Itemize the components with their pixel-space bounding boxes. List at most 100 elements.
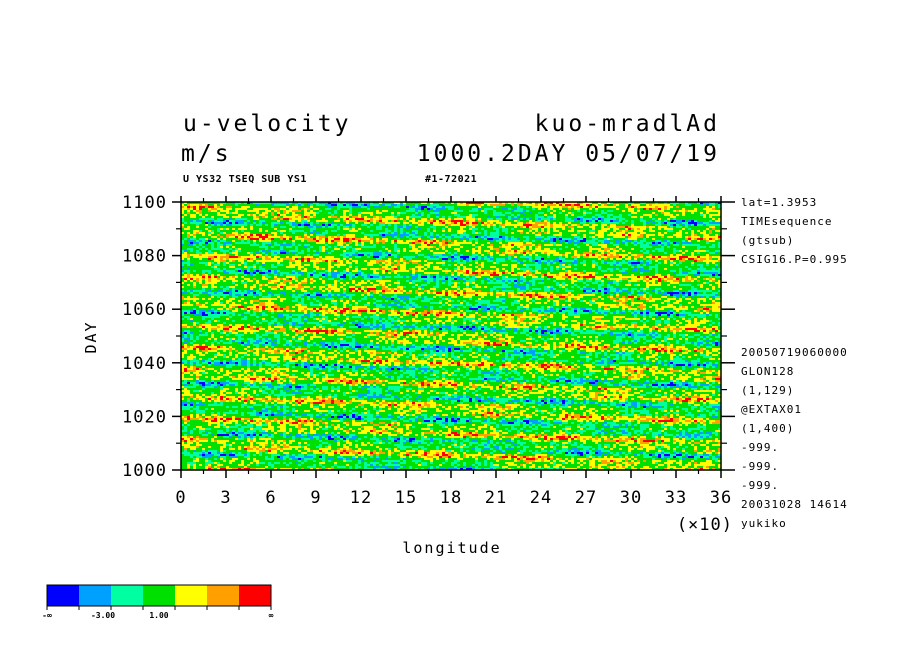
- heatmap-cell: [436, 230, 443, 233]
- heatmap-cell: [712, 220, 716, 223]
- heatmap-cell: [214, 220, 224, 223]
- heatmap-cell: [685, 214, 701, 217]
- heatmap-cell: [670, 208, 683, 211]
- heatmap-cell: [664, 208, 668, 211]
- heatmap-cell: [430, 228, 434, 231]
- heatmap-cell: [415, 212, 419, 215]
- heatmap-cell: [562, 204, 566, 207]
- heatmap-cell: [655, 202, 659, 205]
- heatmap-cell: [577, 216, 584, 219]
- heatmap-cell: [646, 208, 650, 211]
- heatmap-cell: [262, 230, 266, 233]
- heatmap-cell: [580, 208, 590, 211]
- heatmap-cell: [550, 210, 554, 213]
- heatmap-cell: [355, 202, 365, 205]
- heatmap-cell: [409, 228, 419, 231]
- heatmap-cell: [244, 230, 260, 233]
- heatmap-cell: [280, 208, 287, 211]
- heatmap-cell: [400, 212, 407, 215]
- heatmap-cell: [199, 218, 215, 221]
- heatmap-cell: [205, 220, 209, 223]
- heatmap-cell: [304, 216, 308, 219]
- heatmap-cell: [499, 230, 503, 233]
- heatmap-cell: [586, 222, 590, 225]
- heatmap-cell: [256, 212, 260, 215]
- heatmap-cell: [427, 208, 431, 211]
- heatmap-cell: [379, 204, 383, 207]
- heatmap-cell: [487, 204, 491, 207]
- heatmap-cell: [328, 220, 335, 223]
- heatmap-cell: [277, 224, 290, 227]
- heatmap-cell: [508, 202, 512, 205]
- heatmap-cell: [283, 212, 287, 215]
- heatmap-cell: [652, 228, 659, 231]
- heatmap-cell: [637, 206, 656, 209]
- heatmap-cell: [580, 222, 587, 225]
- heatmap-cell: [631, 228, 635, 231]
- heatmap-cell: [550, 206, 563, 209]
- heatmap-cell: [487, 220, 500, 223]
- heatmap-cell: [715, 226, 722, 229]
- heatmap-cell: [679, 224, 683, 227]
- heatmap-cell: [466, 204, 470, 207]
- heatmap-cell: [253, 214, 257, 217]
- heatmap-cell: [661, 218, 668, 221]
- heatmap-cell: [544, 230, 548, 233]
- heatmap-cell: [550, 226, 554, 229]
- heatmap-cell: [505, 212, 512, 215]
- heatmap-cell: [316, 226, 323, 229]
- heatmap-cell: [484, 222, 488, 225]
- heatmap-cell: [511, 218, 518, 221]
- heatmap-cell: [208, 206, 215, 209]
- heatmap-cell: [544, 216, 548, 219]
- heatmap-cell: [616, 208, 620, 211]
- heatmap-cell: [211, 224, 215, 227]
- heatmap-cell: [688, 224, 692, 227]
- heatmap-cell: [595, 206, 599, 209]
- heatmap-cell: [514, 220, 518, 223]
- heatmap-cell: [319, 212, 329, 215]
- heatmap-cell: [271, 214, 275, 217]
- heatmap-cell: [256, 204, 260, 207]
- heatmap-cell: [190, 222, 203, 225]
- heatmap-cell: [220, 210, 230, 213]
- heatmap-cell: [433, 222, 440, 225]
- heatmap-cell: [505, 220, 509, 223]
- heatmap-cell: [664, 222, 668, 225]
- heatmap-cell: [703, 208, 713, 211]
- heatmap-cell: [517, 214, 521, 217]
- heatmap-cell: [676, 222, 683, 225]
- heatmap-cell: [529, 212, 533, 215]
- heatmap-cell: [574, 226, 578, 229]
- heatmap-cell: [196, 226, 200, 229]
- heatmap-cell: [277, 216, 281, 219]
- heatmap-cell: [217, 230, 221, 233]
- heatmap-cell: [658, 206, 665, 209]
- heatmap-cell: [196, 210, 203, 213]
- heatmap-cell: [247, 218, 254, 221]
- heatmap-cell: [535, 202, 539, 205]
- heatmap-cell: [427, 206, 434, 209]
- heatmap-cell: [418, 214, 422, 217]
- heatmap-cell: [331, 224, 338, 227]
- heatmap-cell: [481, 224, 485, 227]
- heatmap-cell: [370, 218, 374, 221]
- heatmap-cell: [304, 224, 311, 227]
- heatmap-cell: [664, 214, 674, 217]
- heatmap-cell: [220, 202, 227, 205]
- heatmap-cell: [355, 222, 359, 225]
- heatmap-cell: [298, 202, 302, 205]
- heatmap-cell: [295, 212, 305, 215]
- heatmap-cell: [640, 208, 644, 211]
- heatmap-cell: [655, 212, 662, 215]
- heatmap-cell: [346, 222, 350, 225]
- heatmap-cell: [508, 208, 512, 211]
- heatmap-cell: [703, 216, 707, 219]
- heatmap-cell: [340, 220, 344, 223]
- heatmap-cell: [475, 220, 479, 223]
- heatmap-cell: [694, 212, 701, 215]
- heatmap-cell: [187, 222, 191, 225]
- heatmap-cell: [382, 210, 389, 213]
- heatmap-cell: [445, 220, 449, 223]
- heatmap-cell: [526, 222, 530, 225]
